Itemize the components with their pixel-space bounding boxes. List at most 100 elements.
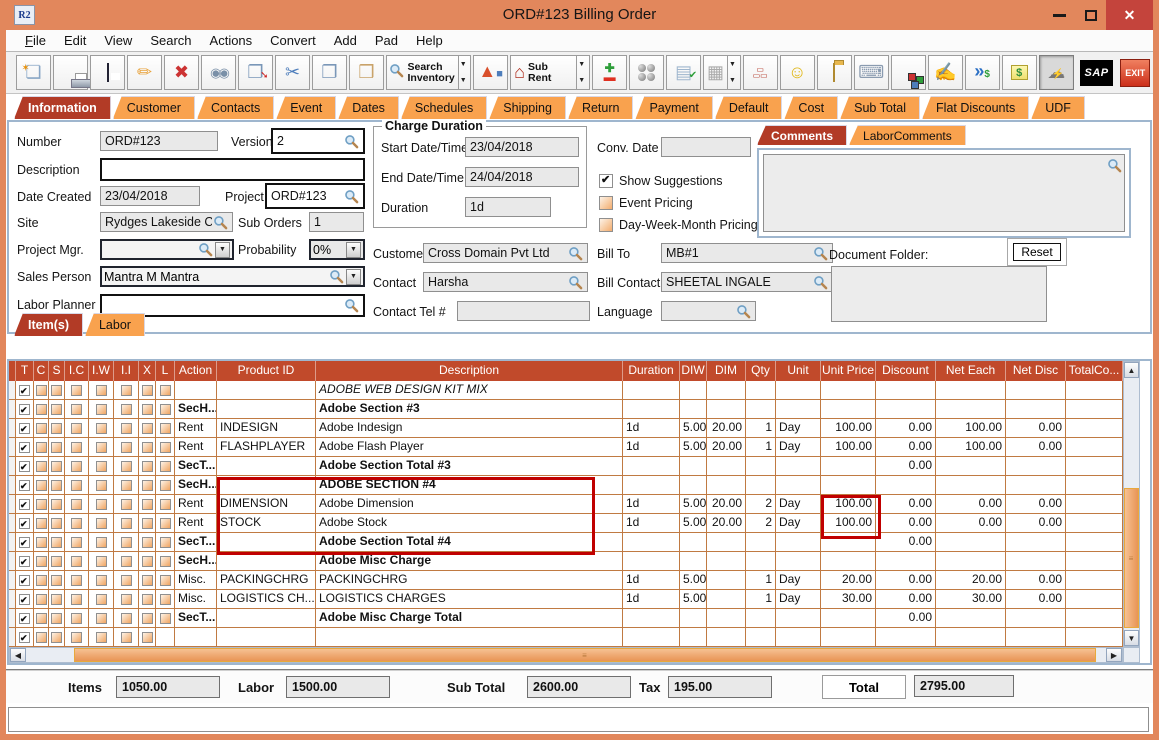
row-checkbox[interactable]	[71, 498, 82, 510]
row-checkbox[interactable]	[120, 517, 132, 529]
row-checkbox[interactable]	[95, 555, 107, 567]
column-header-i-w[interactable]: I.W	[89, 361, 114, 381]
edit-pencil-button[interactable]: ✏	[127, 55, 162, 90]
row-checkbox[interactable]	[95, 593, 107, 605]
tab-flat-discounts[interactable]: Flat Discounts	[922, 96, 1030, 119]
column-header-s[interactable]: S	[49, 361, 65, 381]
item-row[interactable]	[9, 628, 1123, 647]
document-folder-box[interactable]	[831, 266, 1047, 322]
lightning-button[interactable]: ☁ ⚡	[1038, 55, 1074, 90]
row-checkbox[interactable]	[71, 631, 82, 643]
search-icon[interactable]	[735, 303, 751, 319]
menu-item-view[interactable]: View	[104, 33, 133, 48]
row-checkbox[interactable]	[19, 459, 30, 475]
row-checkbox[interactable]	[51, 384, 62, 396]
row-checkbox[interactable]	[19, 611, 30, 627]
row-checkbox[interactable]	[19, 516, 30, 532]
row-checkbox[interactable]	[95, 422, 107, 434]
close-button[interactable]: ✕	[1106, 0, 1153, 30]
chevron-down-icon[interactable]: ▼ ▼	[457, 56, 468, 89]
column-header-t[interactable]: T	[16, 361, 34, 381]
end-date-field[interactable]: 24/04/2018	[465, 167, 579, 187]
row-checkbox[interactable]	[120, 612, 132, 624]
chevron-down-icon[interactable]: ▼ ▼	[576, 56, 586, 89]
bill-to-field[interactable]: MB#1	[661, 243, 833, 263]
row-checkbox[interactable]	[141, 631, 153, 643]
row-checkbox[interactable]	[159, 441, 171, 453]
save-button[interactable]	[90, 55, 125, 90]
sub-total-field[interactable]: 2600.00	[527, 676, 631, 698]
row-checkbox[interactable]	[71, 612, 82, 624]
search-icon[interactable]	[328, 269, 344, 285]
comments-tab-laborcomments[interactable]: LaborComments	[849, 125, 966, 145]
row-checkbox[interactable]	[120, 403, 132, 415]
row-checkbox[interactable]	[141, 593, 153, 605]
row-checkbox[interactable]	[95, 441, 107, 453]
row-checkbox[interactable]	[141, 441, 153, 453]
row-checkbox[interactable]	[120, 555, 132, 567]
edit-document-button[interactable]: ✍	[927, 55, 963, 90]
chevron-down-icon[interactable]: ▼	[215, 241, 230, 258]
row-checkbox[interactable]	[141, 612, 153, 624]
row-checkbox[interactable]	[159, 460, 171, 472]
row-checkbox[interactable]	[19, 402, 30, 418]
search-icon[interactable]	[567, 274, 583, 290]
row-checkbox[interactable]	[19, 497, 30, 513]
search-icon[interactable]	[197, 242, 213, 258]
scroll-up-button[interactable]: ▲	[1124, 362, 1139, 378]
row-checkbox[interactable]	[35, 479, 47, 491]
shapes-button[interactable]: ▲■	[473, 55, 509, 90]
tax-field[interactable]: 195.00	[668, 676, 772, 698]
description-field[interactable]	[100, 158, 365, 181]
tab-customer[interactable]: Customer	[112, 96, 195, 119]
show-suggestions-checkbox[interactable]	[599, 173, 613, 188]
column-header-x[interactable]: X	[139, 361, 156, 381]
row-checkbox[interactable]	[120, 574, 132, 586]
site-field[interactable]: Rydges Lakeside Ca	[100, 212, 233, 232]
row-checkbox[interactable]	[19, 573, 30, 589]
row-checkbox[interactable]	[95, 403, 107, 415]
tab-return[interactable]: Return	[567, 96, 634, 119]
sub-rent-button[interactable]: ⌂ Sub Rent ▼ ▼	[510, 55, 591, 90]
row-checkbox[interactable]	[71, 479, 82, 491]
menu-item-convert[interactable]: Convert	[270, 33, 316, 48]
row-checkbox[interactable]	[71, 403, 82, 415]
row-checkbox[interactable]	[51, 631, 62, 643]
items-tab-item-s[interactable]: Item(s)	[14, 313, 83, 336]
search-icon[interactable]	[343, 188, 359, 204]
chevron-down-icon[interactable]: ▼	[346, 241, 361, 258]
search-icon[interactable]	[212, 214, 228, 230]
row-checkbox[interactable]	[141, 574, 153, 586]
delete-button[interactable]: ✖	[164, 55, 199, 90]
exit-button[interactable]: EXIT	[1117, 55, 1153, 90]
language-field[interactable]	[661, 301, 756, 321]
row-checkbox[interactable]	[95, 536, 107, 548]
menu-item-actions[interactable]: Actions	[209, 33, 253, 48]
notes-dollar-button[interactable]: $	[1001, 55, 1037, 90]
vertical-scroll-thumb[interactable]: ≡	[1124, 488, 1139, 628]
row-checkbox[interactable]	[120, 498, 132, 510]
row-checkbox[interactable]	[35, 403, 47, 415]
column-header-net-disc[interactable]: Net Disc	[1006, 361, 1066, 381]
total-button[interactable]: Total	[822, 675, 906, 699]
row-checkbox[interactable]	[159, 574, 171, 586]
maximize-button[interactable]	[1076, 0, 1106, 30]
keyboard-key-button[interactable]: ⌨	[853, 55, 889, 90]
search-icon[interactable]	[343, 133, 359, 149]
horizontal-scrollbar[interactable]: ◀ ≡ ▶	[9, 647, 1123, 663]
search-inventory-button[interactable]: Search Inventory ▼ ▼	[386, 55, 472, 90]
row-checkbox[interactable]	[35, 593, 47, 605]
row-checkbox[interactable]	[71, 384, 82, 396]
row-checkbox[interactable]	[141, 517, 153, 529]
row-checkbox[interactable]	[19, 554, 30, 570]
org-chart-button[interactable]: ▭ ▭▭	[742, 55, 778, 90]
row-checkbox[interactable]	[159, 536, 171, 548]
row-checkbox[interactable]	[141, 479, 153, 491]
tab-contacts[interactable]: Contacts	[196, 96, 275, 119]
row-checkbox[interactable]	[95, 384, 107, 396]
row-checkbox[interactable]	[19, 478, 30, 494]
row-checkbox[interactable]	[51, 536, 62, 548]
row-checkbox[interactable]	[35, 422, 47, 434]
add-remove-button[interactable]: ✚ ▬	[592, 55, 628, 90]
